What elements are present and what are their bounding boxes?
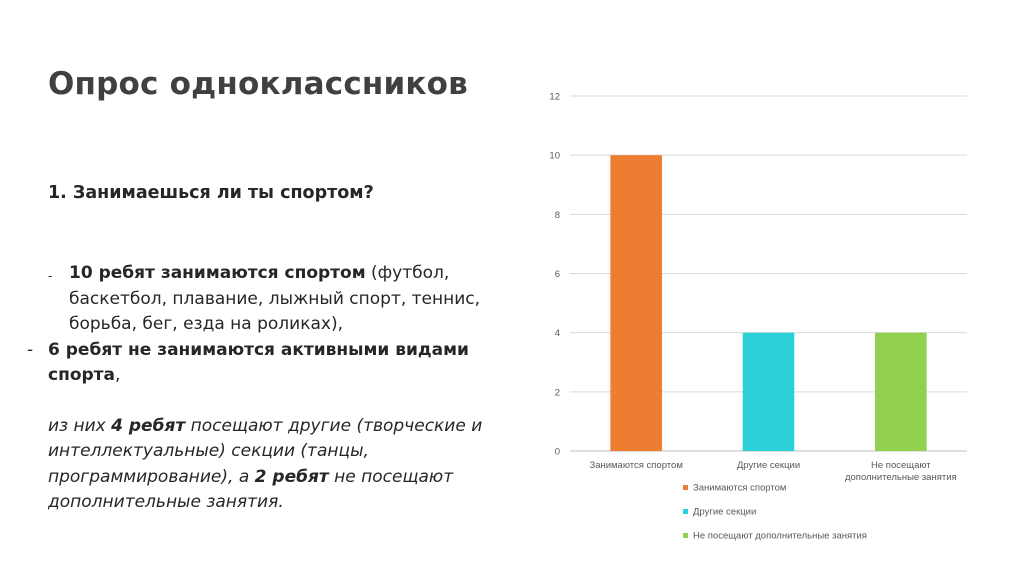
answer-item-sport: - 10 ребят занимаются спортом (футбол, б…	[48, 261, 518, 338]
breakdown-text: посещают другие (творческие и интеллекту…	[48, 415, 483, 487]
x-tick-label: Другие секции	[737, 460, 800, 471]
answer-no-sport-tail: ,	[115, 365, 121, 385]
slide-title: Опрос одноклассников	[48, 66, 468, 102]
breakdown-other-count: 4 ребят	[111, 415, 186, 436]
y-tick-label: 12	[549, 92, 560, 103]
legend-label: Не посещают дополнительные занятия	[693, 531, 867, 542]
y-tick-label: 2	[555, 387, 560, 398]
answer-breakdown-paragraph: из них 4 ребят посещают другие (творческ…	[48, 414, 518, 516]
breakdown-none-count: 2 ребят	[254, 466, 329, 487]
y-tick-label: 6	[555, 269, 560, 280]
legend-swatch	[683, 533, 688, 538]
x-tick-label: дополнительные занятия	[845, 472, 957, 483]
answer-item-no-sport-text: 6 ребят не занимаются активными видами с…	[48, 338, 518, 389]
y-tick-label: 4	[555, 328, 560, 339]
list-dash: -	[48, 269, 53, 283]
bar	[610, 155, 662, 451]
breakdown-text: из них	[48, 415, 112, 436]
bar	[875, 332, 927, 451]
breakdown-text: не посещают дополнительные занятия.	[48, 466, 454, 513]
legend-label: Занимаются спортом	[693, 483, 786, 494]
legend-label: Другие секции	[693, 507, 756, 518]
answer-no-sport-count: 6 ребят не занимаются активными видами с…	[48, 339, 469, 386]
answer-sport-details: (футбол, баскетбол, плавание, лыжный спо…	[69, 263, 481, 334]
answer-item-sport-text: 10 ребят занимаются спортом (футбол, бас…	[69, 261, 518, 338]
y-tick-label: 10	[549, 151, 560, 162]
answer-text-block: - 10 ребят занимаются спортом (футбол, б…	[27, 261, 518, 516]
y-tick-label: 0	[555, 447, 560, 458]
legend-swatch	[683, 485, 688, 490]
legend-swatch	[683, 509, 688, 514]
answer-sport-count: 10 ребят занимаются спортом	[69, 263, 366, 283]
list-dash: -	[27, 339, 34, 360]
y-tick-label: 8	[555, 210, 560, 221]
x-tick-label: Занимаются спортом	[589, 460, 682, 471]
answer-item-no-sport: - 6 ребят не занимаются активными видами…	[27, 338, 518, 389]
survey-question: 1. Занимаешься ли ты спортом?	[48, 183, 374, 203]
x-tick-label: Не посещают	[871, 460, 931, 471]
bar	[742, 332, 795, 451]
